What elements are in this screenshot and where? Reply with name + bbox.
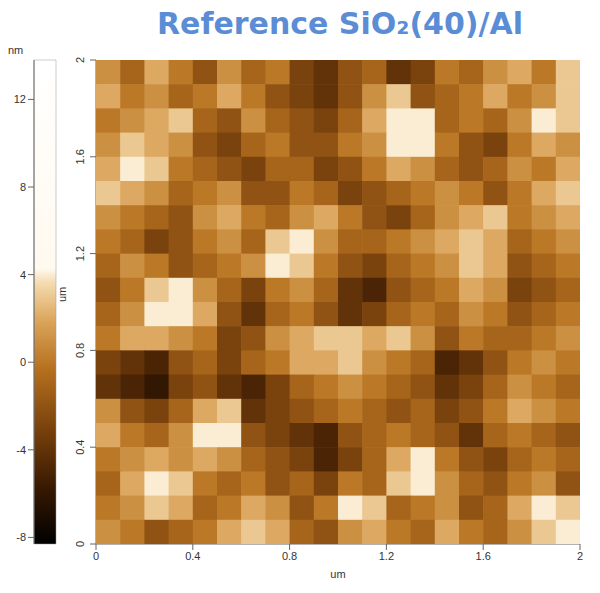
svg-text:2: 2 <box>577 550 583 562</box>
svg-text:12: 12 <box>14 93 26 105</box>
svg-text:0.8: 0.8 <box>74 343 86 358</box>
svg-text:0.4: 0.4 <box>74 440 86 455</box>
svg-text:um: um <box>56 287 68 302</box>
svg-text:0: 0 <box>20 356 26 368</box>
svg-text:-8: -8 <box>16 531 26 543</box>
html-text:nm: nm <box>8 44 24 56</box>
svg-text:2: 2 <box>74 57 86 63</box>
svg-text:1.2: 1.2 <box>379 550 394 562</box>
svg-text:0: 0 <box>93 550 99 562</box>
svg-text:1.2: 1.2 <box>74 246 86 261</box>
svg-text:1.6: 1.6 <box>476 550 491 562</box>
svg-text:1.6: 1.6 <box>74 149 86 164</box>
svg-text:um: um <box>330 568 345 580</box>
svg-text:-4: -4 <box>16 444 26 456</box>
svg-text:0.8: 0.8 <box>282 550 297 562</box>
svg-text:4: 4 <box>20 269 26 281</box>
svg-text:8: 8 <box>20 181 26 193</box>
svg-text:0: 0 <box>74 541 86 547</box>
svg-text:0.4: 0.4 <box>185 550 200 562</box>
html-text:Reference SiO₂(40)/Al: Reference SiO₂(40)/Al <box>157 6 523 41</box>
